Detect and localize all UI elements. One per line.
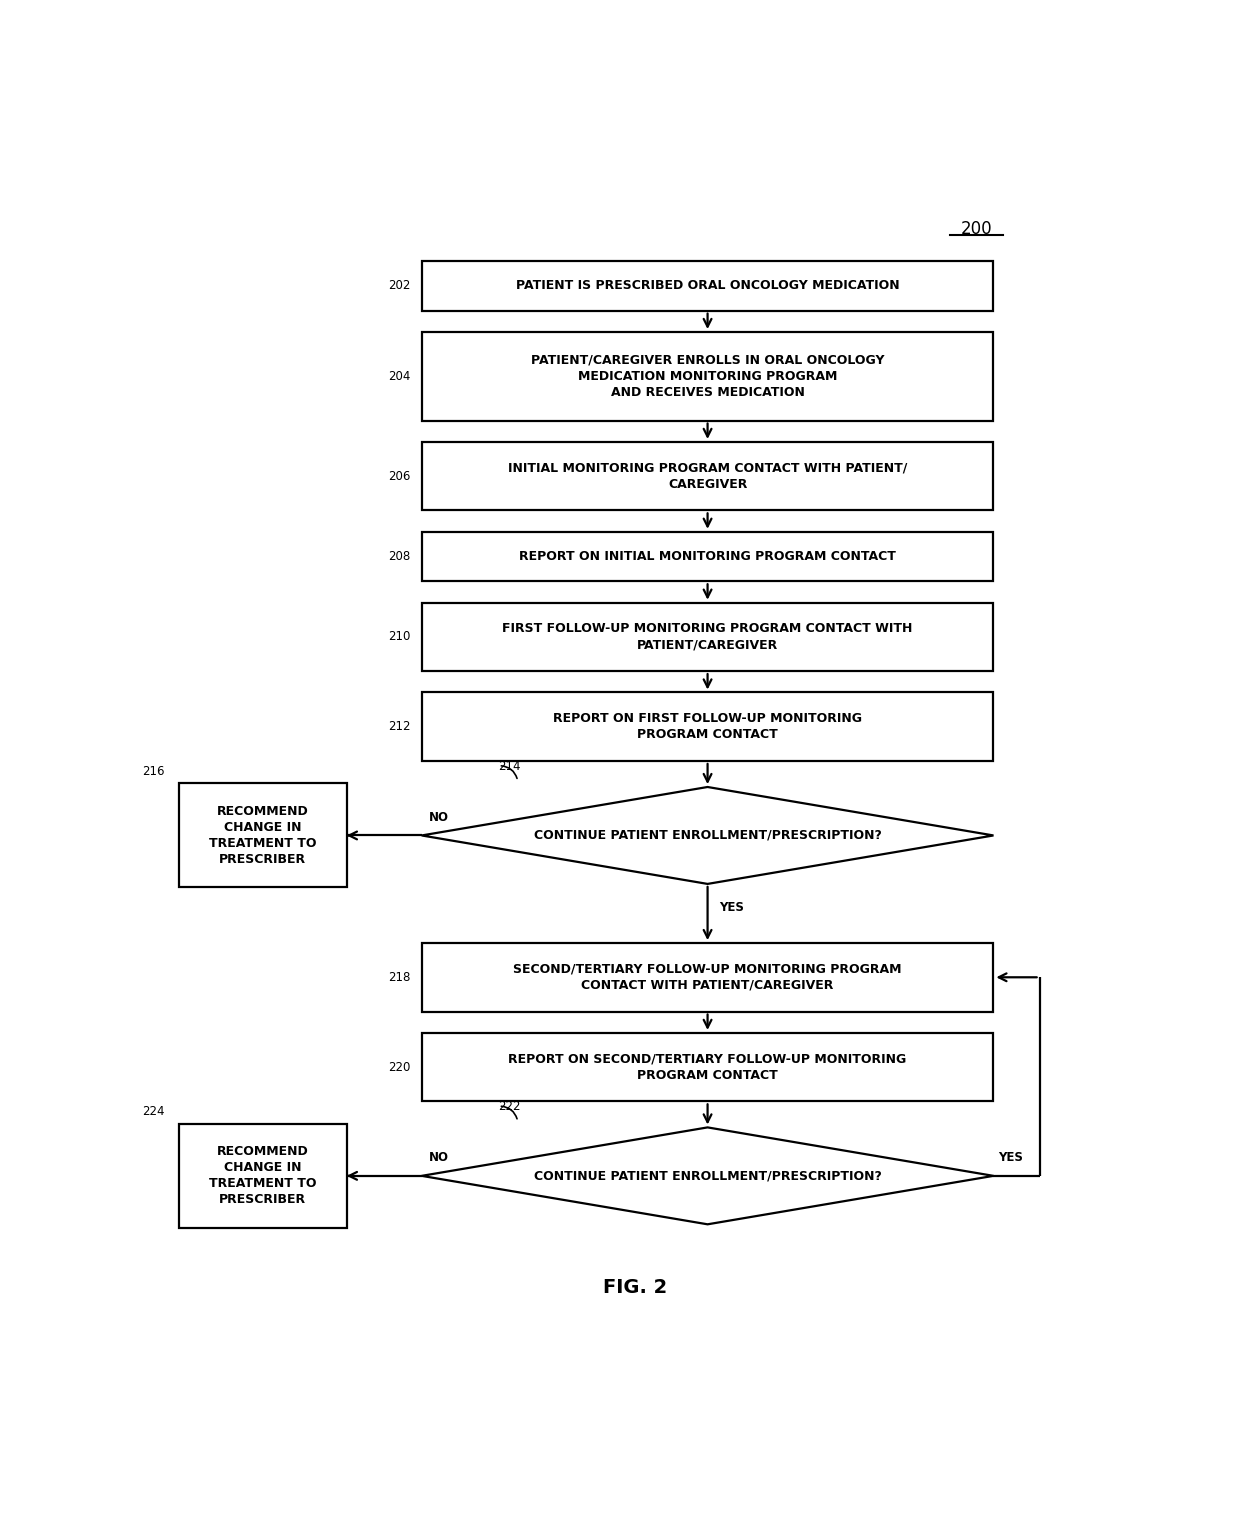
Text: CONTINUE PATIENT ENROLLMENT/PRESCRIPTION?: CONTINUE PATIENT ENROLLMENT/PRESCRIPTION…	[533, 1170, 882, 1182]
Text: FIRST FOLLOW-UP MONITORING PROGRAM CONTACT WITH
PATIENT/CAREGIVER: FIRST FOLLOW-UP MONITORING PROGRAM CONTA…	[502, 622, 913, 651]
FancyBboxPatch shape	[422, 942, 993, 1012]
Text: 214: 214	[498, 760, 521, 772]
Polygon shape	[422, 1127, 993, 1225]
Text: 220: 220	[388, 1061, 410, 1073]
Text: 202: 202	[388, 279, 410, 292]
FancyBboxPatch shape	[422, 603, 993, 671]
Text: 204: 204	[388, 370, 410, 382]
FancyBboxPatch shape	[422, 531, 993, 582]
Text: REPORT ON SECOND/TERTIARY FOLLOW-UP MONITORING
PROGRAM CONTACT: REPORT ON SECOND/TERTIARY FOLLOW-UP MONI…	[508, 1053, 906, 1082]
Text: PATIENT IS PRESCRIBED ORAL ONCOLOGY MEDICATION: PATIENT IS PRESCRIBED ORAL ONCOLOGY MEDI…	[516, 279, 899, 292]
Text: FIG. 2: FIG. 2	[604, 1277, 667, 1297]
Text: RECOMMEND
CHANGE IN
TREATMENT TO
PRESCRIBER: RECOMMEND CHANGE IN TREATMENT TO PRESCRI…	[208, 1145, 316, 1207]
Text: 216: 216	[141, 764, 164, 778]
Polygon shape	[422, 787, 993, 884]
Text: CONTINUE PATIENT ENROLLMENT/PRESCRIPTION?: CONTINUE PATIENT ENROLLMENT/PRESCRIPTION…	[533, 829, 882, 843]
Text: 222: 222	[498, 1101, 521, 1113]
FancyBboxPatch shape	[422, 442, 993, 511]
Text: INITIAL MONITORING PROGRAM CONTACT WITH PATIENT/
CAREGIVER: INITIAL MONITORING PROGRAM CONTACT WITH …	[508, 462, 908, 491]
Text: REPORT ON FIRST FOLLOW-UP MONITORING
PROGRAM CONTACT: REPORT ON FIRST FOLLOW-UP MONITORING PRO…	[553, 712, 862, 741]
Text: YES: YES	[998, 1151, 1023, 1164]
Text: YES: YES	[719, 901, 744, 913]
FancyBboxPatch shape	[179, 783, 347, 887]
FancyBboxPatch shape	[422, 692, 993, 761]
Text: RECOMMEND
CHANGE IN
TREATMENT TO
PRESCRIBER: RECOMMEND CHANGE IN TREATMENT TO PRESCRI…	[208, 804, 316, 866]
Text: SECOND/TERTIARY FOLLOW-UP MONITORING PROGRAM
CONTACT WITH PATIENT/CAREGIVER: SECOND/TERTIARY FOLLOW-UP MONITORING PRO…	[513, 962, 901, 992]
Text: 200: 200	[961, 220, 992, 238]
FancyBboxPatch shape	[422, 1033, 993, 1102]
Text: 218: 218	[388, 970, 410, 984]
Text: 206: 206	[388, 470, 410, 482]
Text: REPORT ON INITIAL MONITORING PROGRAM CONTACT: REPORT ON INITIAL MONITORING PROGRAM CON…	[520, 550, 897, 563]
Text: NO: NO	[429, 810, 449, 824]
FancyBboxPatch shape	[179, 1124, 347, 1228]
Text: 224: 224	[141, 1105, 164, 1117]
FancyBboxPatch shape	[422, 261, 993, 310]
FancyBboxPatch shape	[422, 332, 993, 421]
Text: 208: 208	[388, 550, 410, 563]
Text: NO: NO	[429, 1151, 449, 1164]
Text: PATIENT/CAREGIVER ENROLLS IN ORAL ONCOLOGY
MEDICATION MONITORING PROGRAM
AND REC: PATIENT/CAREGIVER ENROLLS IN ORAL ONCOLO…	[531, 353, 884, 399]
Text: 210: 210	[388, 631, 410, 643]
Text: 212: 212	[388, 720, 410, 734]
